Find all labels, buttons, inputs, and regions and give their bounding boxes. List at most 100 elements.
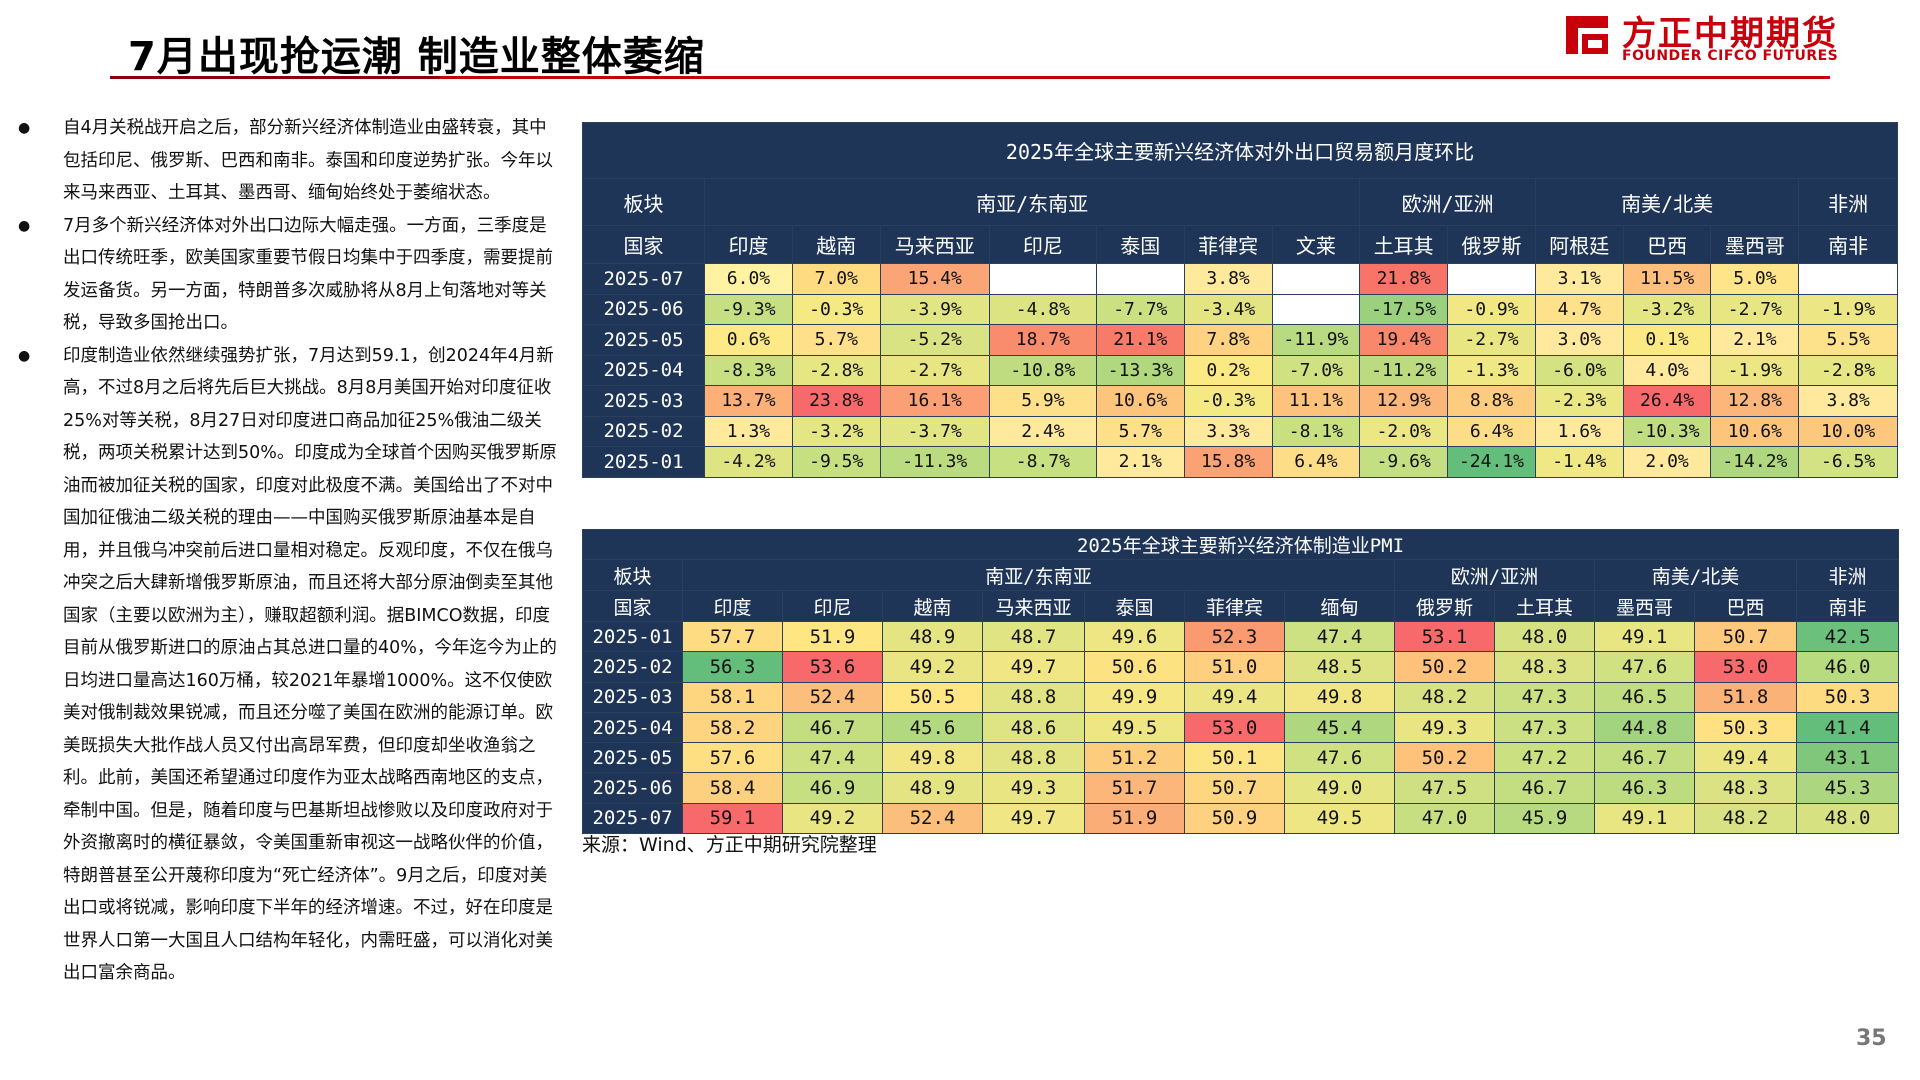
country-header: 文莱 — [1271, 225, 1361, 264]
table-cell: 48.2 — [1394, 681, 1495, 713]
table-cell — [1798, 263, 1898, 295]
table-cell: 47.3 — [1494, 681, 1595, 713]
table-cell: 49.8 — [1284, 681, 1395, 713]
table-cell: 2.1% — [1710, 324, 1800, 356]
table-row: 2025-04 58.2 46.7 45.6 48.6 49.5 53.0 45.4 49.3 4… — [582, 711, 1900, 744]
row-month-label: 2025-06 — [581, 293, 706, 325]
table-cell: 45.6 — [882, 711, 983, 744]
table-cell: -6.5% — [1798, 446, 1898, 478]
table-cell: 51.9 — [782, 620, 883, 653]
table-cell: 48.0 — [1795, 802, 1900, 835]
table-cell: -2.7% — [1710, 293, 1800, 325]
table-cell: 7.8% — [1183, 324, 1273, 356]
table-cell: 58.4 — [682, 772, 783, 804]
table-row: 2025-01 -4.2% -9.5% -11.3% -8.7% 2.1% 15.8% 6.4… — [581, 446, 1898, 478]
table-cell: 49.4 — [1694, 742, 1797, 774]
table-cell: 13.7% — [704, 385, 793, 417]
table-cell — [1095, 263, 1185, 295]
table-cell: 3.1% — [1534, 263, 1624, 295]
table-row: 2025-05 57.6 47.4 49.8 48.8 51.2 50.1 47.6 50.2 4… — [582, 742, 1900, 774]
table-cell: -8.1% — [1271, 415, 1361, 447]
table-cell: 3.8% — [1183, 263, 1273, 295]
table-cell: 50.7 — [1184, 772, 1285, 804]
table-cell: 4.7% — [1534, 293, 1624, 325]
sector-header: 南亚/东南亚 — [682, 559, 1395, 591]
table-cell: 41.4 — [1795, 711, 1900, 744]
table-cell: 52.4 — [882, 802, 983, 835]
table-cell: 49.3 — [982, 772, 1085, 804]
table-title: 2025年全球主要新兴经济体制造业PMI — [581, 529, 1900, 560]
table-row: 2025-07 6.0% 7.0% 15.4% 3.8% 21.8% 3.1% 11.5% 5.… — [581, 263, 1898, 295]
bullet-list: 自4月关税战开启之后，部分新兴经济体制造业由盛转衰，其中包括印尼、俄罗斯、巴西和… — [18, 112, 558, 990]
table-cell: 12.8% — [1710, 385, 1800, 417]
table-cell: 49.1 — [1594, 802, 1695, 835]
table-cell: 21.8% — [1359, 263, 1449, 295]
logo-text-cn: 方正中期期货 — [1622, 14, 1838, 54]
country-header: 印尼 — [782, 590, 883, 622]
table-cell: -2.3% — [1534, 385, 1624, 417]
table-cell: 48.2 — [1694, 802, 1797, 835]
table-cell: 0.1% — [1622, 324, 1712, 356]
table-cell: 21.1% — [1095, 324, 1185, 356]
country-header: 印尼 — [988, 225, 1097, 264]
table-cell: 48.5 — [1284, 651, 1395, 683]
table-cell: -0.9% — [1447, 293, 1536, 325]
table-cell: 51.7 — [1084, 772, 1185, 804]
table-row: 2025-01 57.7 51.9 48.9 48.7 49.6 52.3 47.4 53.1 4… — [582, 620, 1900, 653]
country-label: 国家 — [582, 590, 683, 622]
table-cell: 49.9 — [1084, 681, 1185, 713]
country-header: 巴西 — [1622, 225, 1712, 264]
table-cell: -2.7% — [1447, 324, 1536, 356]
country-header-row: 国家 印度 越南 马来西亚 印尼 泰国 菲律宾 文莱 土耳其 俄罗斯 阿根廷 巴西 墨西哥 南非 — [581, 225, 1898, 264]
table-cell: 10.0% — [1798, 415, 1898, 447]
pmi-table: 2025年全球主要新兴经济体制造业PMI 板块 南亚/东南亚 欧洲/亚洲 南美/北美 非洲… — [581, 529, 1900, 835]
row-month-label: 2025-05 — [582, 742, 683, 774]
table-cell: 58.1 — [682, 681, 783, 713]
table-cell: 5.9% — [988, 385, 1097, 417]
table-cell: 47.6 — [1594, 651, 1695, 683]
table-cell: 43.1 — [1795, 742, 1900, 774]
country-header: 印度 — [682, 590, 783, 622]
country-header: 俄罗斯 — [1394, 590, 1495, 622]
table-cell: 52.3 — [1184, 620, 1285, 653]
country-header: 俄罗斯 — [1447, 225, 1536, 264]
company-logo: 方正中期期货 FOUNDER CIFCO FUTURES — [1562, 6, 1838, 66]
table-cell: -11.3% — [879, 446, 990, 478]
country-header: 南非 — [1798, 225, 1898, 264]
table-cell: 5.7% — [1095, 415, 1185, 447]
table-cell: 47.4 — [1284, 620, 1395, 653]
country-header: 菲律宾 — [1184, 590, 1285, 622]
table-cell: 50.7 — [1694, 620, 1797, 653]
country-header: 泰国 — [1084, 590, 1185, 622]
table-cell: 56.3 — [682, 651, 783, 683]
page-title: 7月出现抢运潮 制造业整体萎缩 — [128, 34, 705, 80]
table-row: 2025-02 1.3% -3.2% -3.7% 2.4% 5.7% 3.3% -8.1% -2… — [581, 415, 1898, 447]
table-cell: 46.5 — [1594, 681, 1695, 713]
table-row: 2025-07 59.1 49.2 52.4 49.7 51.9 50.9 49.5 47.0 4… — [582, 802, 1900, 835]
row-month-label: 2025-07 — [581, 263, 706, 295]
table-cell: -6.0% — [1534, 354, 1624, 386]
table-cell: 49.2 — [782, 802, 883, 835]
table-cell: 15.4% — [879, 263, 990, 295]
table-cell: 50.2 — [1394, 742, 1495, 774]
table-cell: 50.6 — [1084, 651, 1185, 683]
table-cell: 12.9% — [1359, 385, 1449, 417]
table-cell: -8.7% — [988, 446, 1097, 478]
table-cell: 49.5 — [1284, 802, 1395, 835]
table-cell: 57.6 — [682, 742, 783, 774]
table-title-row: 2025年全球主要新兴经济体对外出口贸易额月度环比 — [582, 122, 1898, 179]
table-cell: 48.3 — [1494, 651, 1595, 683]
row-month-label: 2025-06 — [582, 772, 683, 804]
table-cell: -2.8% — [791, 354, 881, 386]
table-cell: 49.2 — [882, 651, 983, 683]
row-month-label: 2025-05 — [581, 324, 706, 356]
table-cell: 51.2 — [1084, 742, 1185, 774]
table-cell: 47.3 — [1494, 711, 1595, 744]
country-header: 菲律宾 — [1183, 225, 1273, 264]
table-cell — [988, 263, 1097, 295]
table-cell: 46.7 — [1494, 772, 1595, 804]
table-cell — [1271, 263, 1361, 295]
table-row: 2025-06 58.4 46.9 48.9 49.3 51.7 50.7 49.0 47.5 4… — [582, 772, 1900, 804]
table-title-row: 2025年全球主要新兴经济体制造业PMI — [581, 529, 1900, 560]
table-cell: -11.9% — [1271, 324, 1361, 356]
